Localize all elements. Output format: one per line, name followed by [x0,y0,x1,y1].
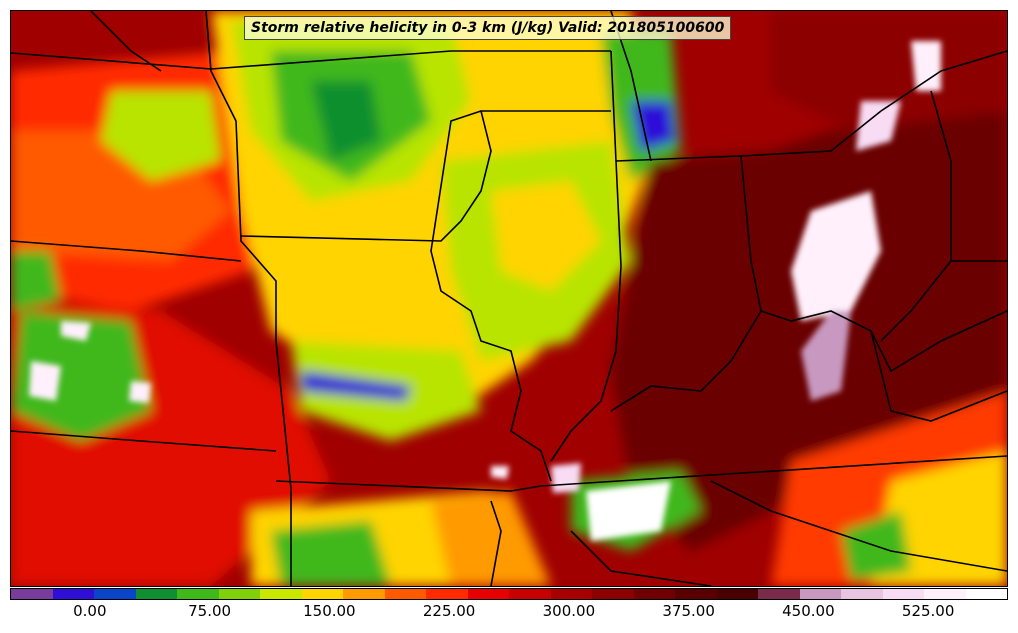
colorbar-segment [716,589,758,599]
colorbar-segment [467,589,509,599]
colorbar-segment [882,589,924,599]
colorbar-segment [758,589,800,599]
colorbar-tick-label: 225.00 [422,602,476,620]
colorbar-tick-label: 375.00 [662,602,715,620]
colorbar-segment [592,589,634,599]
map-panel [10,10,1008,587]
colorbar-segment [177,589,219,599]
colorbar [10,588,1008,600]
colorbar-segment [11,589,53,599]
colorbar-tick-label: 75.00 [188,602,232,620]
colorbar-segment [384,589,426,599]
helicity-map [11,11,1007,586]
colorbar-segment [94,589,136,599]
helicity-field [11,11,1007,586]
colorbar-segment [301,589,343,599]
colorbar-segment [550,589,592,599]
colorbar-segment [218,589,260,599]
colorbar-segment [426,589,468,599]
colorbar-segment [343,589,385,599]
extreme-helicity-cores [29,41,941,541]
colorbar-tick-label: 0.00 [73,602,107,620]
colorbar-segment [260,589,302,599]
map-title: Storm relative helicity in 0-3 km (J/kg)… [244,16,732,40]
colorbar-segment [841,589,883,599]
colorbar-tick-labels: 0.00 75.00 150.00 225.00 300.00 375.00 450.00 5… [10,601,1008,631]
colorbar-segment [965,589,1007,599]
colorbar-segment [633,589,675,599]
colorbar-segment [135,589,177,599]
colorbar-segment [924,589,966,599]
colorbar-tick-label: 150.00 [303,602,356,620]
colorbar-tick-label: 300.00 [542,602,596,620]
colorbar-segment [52,589,94,599]
colorbar-tick-label: 525.00 [901,602,955,620]
colorbar-segment [675,589,717,599]
colorbar-tick-label: 450.00 [782,602,835,620]
colorbar-segment [509,589,551,599]
state-borders [11,11,1007,586]
colorbar-segment [799,589,841,599]
